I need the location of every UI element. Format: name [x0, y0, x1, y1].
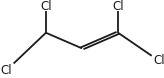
- Text: Cl: Cl: [40, 0, 52, 13]
- Text: Cl: Cl: [112, 0, 124, 13]
- Text: Cl: Cl: [153, 54, 164, 67]
- Text: Cl: Cl: [1, 64, 12, 77]
